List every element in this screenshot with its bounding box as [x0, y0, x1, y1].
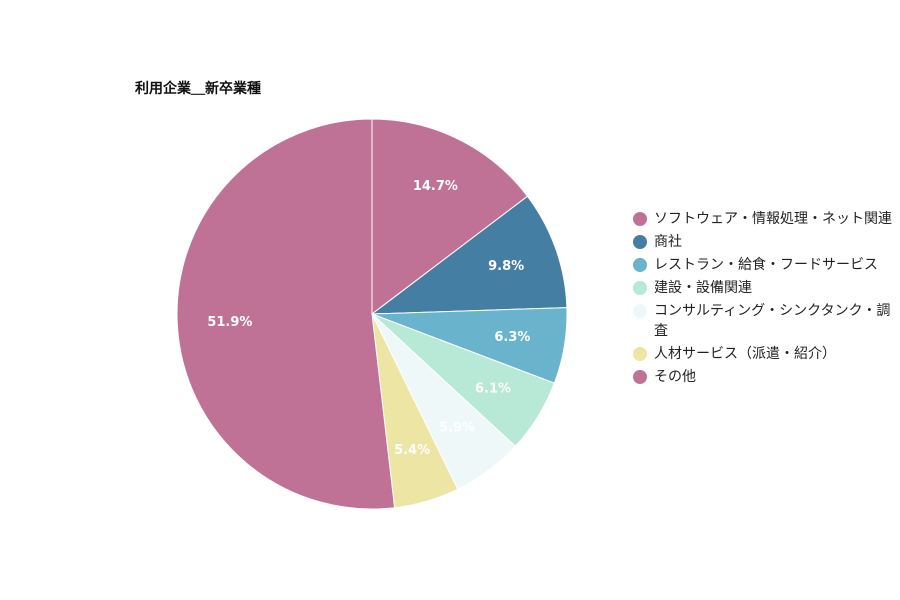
pie-slice-label: 9.8%	[488, 259, 524, 274]
legend-label: レストラン・給食・フードサービス	[654, 257, 878, 273]
legend: ソフトウェア・情報処理・ネット関連 商社レストラン・給食・フードサービス 建設・設備…	[633, 209, 895, 390]
legend-label: コンサルティング・シンクタンク・調査	[654, 303, 891, 339]
legend-label: 建設・設備関連	[654, 280, 752, 296]
pie-slice-label: 14.7%	[413, 179, 458, 194]
legend-swatch	[633, 281, 647, 295]
legend-item[interactable]: 商社	[633, 232, 895, 252]
pie-slice	[370, 195, 568, 315]
pie-slice-label: 5.4%	[394, 443, 430, 458]
pie-slice-labels: 14.7% 9.8% 6.3% 6.1% 5.9% 5.4% 51.9%	[207, 179, 530, 458]
legend-item[interactable]: 建設・設備関連	[633, 278, 895, 298]
pie-slice-label: 5.9%	[439, 421, 475, 436]
legend-label: 人材サービス（派遣・紹介）	[654, 346, 836, 362]
legend-label: ソフトウェア・情報処理・ネット関連	[654, 211, 892, 227]
pie-slice-label: 6.1%	[475, 381, 511, 396]
pie-slice-label: 51.9%	[207, 315, 252, 330]
legend-swatch	[633, 235, 647, 249]
legend-swatch	[633, 258, 647, 272]
legend-item[interactable]: 人材サービス（派遣・紹介）	[633, 344, 895, 364]
legend-swatch	[633, 304, 647, 318]
legend-swatch	[633, 347, 647, 361]
legend-item[interactable]: レストラン・給食・フードサービス	[633, 255, 895, 275]
legend-item[interactable]: ソフトウェア・情報処理・ネット関連	[633, 209, 895, 229]
legend-label: 商社	[654, 234, 682, 250]
chart-title: 利用企業＿新卒業種	[135, 81, 261, 97]
legend-item[interactable]: コンサルティング・シンクタンク・調査	[633, 301, 895, 341]
legend-swatch	[633, 212, 647, 226]
legend-swatch	[633, 370, 647, 384]
pie-slices	[176, 118, 568, 510]
legend-item[interactable]: その他	[633, 367, 895, 387]
pie-slice-label: 6.3%	[494, 330, 530, 345]
pie-slice	[371, 118, 529, 316]
pie-slice	[176, 118, 396, 510]
legend-label: その他	[654, 369, 696, 385]
